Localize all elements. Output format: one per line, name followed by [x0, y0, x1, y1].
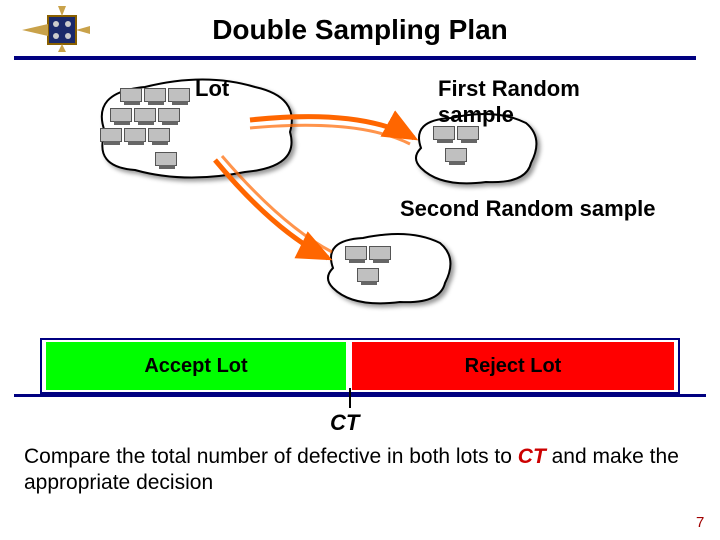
bottom-divider: [14, 394, 706, 397]
accept-box: Accept Lot: [46, 342, 346, 390]
reject-box: Reject Lot: [352, 342, 674, 390]
slide-title: Double Sampling Plan: [0, 14, 720, 46]
lot-label: Lot: [195, 76, 229, 102]
page-number: 7: [696, 514, 704, 531]
ct-tick: [349, 388, 351, 408]
first-sample-machines-icon: [433, 126, 479, 162]
caption-em: CT: [518, 445, 546, 468]
accept-label: Accept Lot: [144, 355, 247, 377]
reject-label: Reject Lot: [465, 355, 562, 377]
caption-text: Compare the total number of defective in…: [24, 444, 684, 497]
ct-label: CT: [330, 410, 359, 436]
second-sample-machines-icon: [345, 246, 391, 282]
first-sample-label: First Random sample: [438, 76, 658, 128]
title-underline: [14, 56, 696, 60]
lot-machines-icon: [100, 88, 190, 166]
caption-pre: Compare the total number of defective in…: [24, 445, 518, 468]
second-sample-label: Second Random sample: [400, 196, 710, 222]
